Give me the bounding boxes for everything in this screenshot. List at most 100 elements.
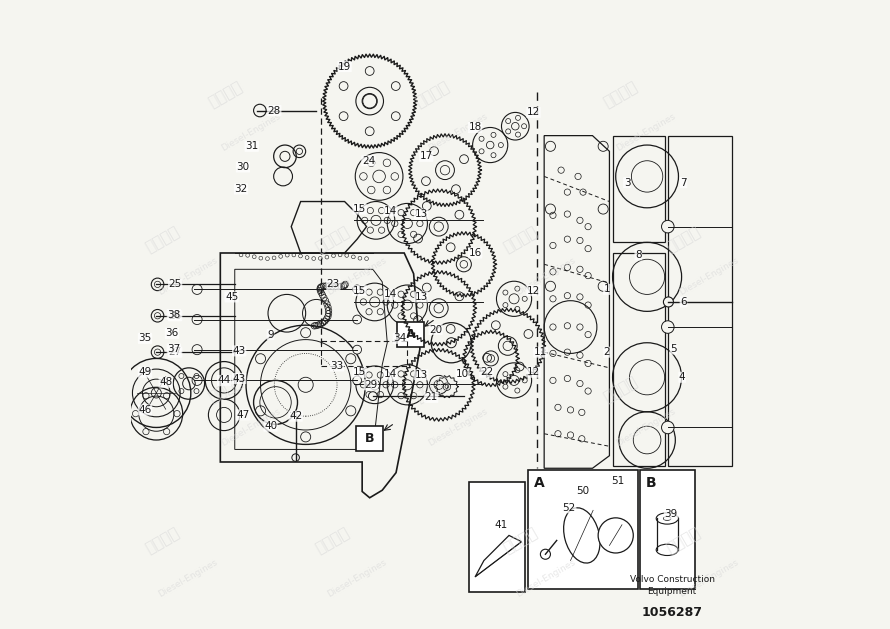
Text: 紫发动力: 紫发动力 [143, 525, 182, 556]
Bar [397, 322, 425, 347]
Ellipse shape [656, 513, 678, 524]
Text: Diesel-Engines: Diesel-Engines [326, 557, 388, 599]
Text: 23: 23 [327, 279, 340, 289]
Text: Diesel-Engines: Diesel-Engines [219, 407, 282, 448]
Text: 17: 17 [419, 152, 433, 162]
Bar [469, 482, 525, 592]
Text: 29: 29 [364, 380, 377, 390]
Text: Volvo Construction
Equipment: Volvo Construction Equipment [630, 575, 715, 596]
Text: 7: 7 [680, 178, 687, 187]
Circle shape [352, 376, 361, 385]
Text: Diesel-Engines: Diesel-Engines [677, 557, 740, 599]
Circle shape [192, 314, 202, 325]
Text: 14: 14 [384, 206, 397, 216]
Text: 2: 2 [603, 347, 611, 357]
Text: 15: 15 [353, 286, 367, 296]
Text: 11: 11 [534, 347, 547, 357]
Text: 15: 15 [353, 367, 367, 377]
Text: 28: 28 [268, 106, 281, 116]
Bar [528, 469, 637, 589]
Text: 1056287: 1056287 [642, 606, 703, 620]
Text: 43: 43 [232, 374, 246, 384]
Text: 26: 26 [168, 311, 182, 321]
Text: 24: 24 [362, 156, 375, 165]
Circle shape [598, 518, 634, 553]
Text: 13: 13 [415, 370, 428, 380]
Text: Diesel-Engines: Diesel-Engines [326, 256, 388, 298]
Text: 紫发动力: 紫发动力 [501, 223, 540, 255]
Text: Diesel-Engines: Diesel-Engines [219, 112, 282, 153]
Text: 42: 42 [289, 411, 303, 421]
Text: 5: 5 [670, 344, 676, 354]
Text: 紫发动力: 紫发动力 [206, 374, 245, 406]
Bar [613, 136, 665, 242]
Text: Diesel-Engines: Diesel-Engines [677, 256, 740, 298]
Text: A: A [534, 476, 545, 490]
Text: 3: 3 [624, 178, 630, 187]
Text: 49: 49 [138, 367, 151, 377]
Text: 52: 52 [562, 503, 576, 513]
Text: 44: 44 [217, 376, 231, 386]
Circle shape [661, 421, 674, 434]
Text: 39: 39 [664, 509, 677, 519]
Text: 47: 47 [236, 410, 249, 420]
Text: 紫发动力: 紫发动力 [601, 374, 640, 406]
Circle shape [663, 297, 674, 307]
Text: 紫发动力: 紫发动力 [206, 79, 245, 111]
Text: 35: 35 [138, 333, 151, 343]
Text: 紫发动力: 紫发动力 [413, 79, 452, 111]
Text: 8: 8 [635, 250, 642, 260]
Ellipse shape [656, 544, 678, 555]
Text: 紫发动力: 紫发动力 [413, 374, 452, 406]
Text: 6: 6 [680, 297, 687, 307]
Text: Diesel-Engines: Diesel-Engines [426, 407, 489, 448]
Circle shape [192, 284, 202, 294]
Text: 13: 13 [415, 209, 428, 219]
Text: 4: 4 [679, 372, 685, 382]
Text: 46: 46 [138, 405, 151, 415]
Text: 紫发动力: 紫发动力 [143, 223, 182, 255]
Text: 紫发动力: 紫发动力 [601, 79, 640, 111]
Circle shape [151, 346, 164, 359]
Text: A: A [406, 328, 416, 341]
Circle shape [254, 104, 266, 117]
Text: 紫发动力: 紫发动力 [312, 223, 352, 255]
Text: 38: 38 [167, 309, 181, 320]
Text: 41: 41 [495, 520, 508, 530]
Text: Diesel-Engines: Diesel-Engines [426, 112, 489, 153]
Text: 32: 32 [234, 184, 247, 194]
Circle shape [352, 285, 361, 294]
Text: Diesel-Engines: Diesel-Engines [615, 407, 677, 448]
Text: 1: 1 [603, 284, 611, 294]
Text: Diesel-Engines: Diesel-Engines [514, 557, 577, 599]
Text: Diesel-Engines: Diesel-Engines [615, 112, 677, 153]
Text: 50: 50 [577, 486, 590, 496]
Text: 13: 13 [415, 292, 428, 302]
Text: 18: 18 [468, 123, 481, 133]
Text: 紫发动力: 紫发动力 [664, 525, 703, 556]
Text: 14: 14 [384, 289, 397, 299]
Text: 51: 51 [611, 476, 624, 486]
Text: 紫发动力: 紫发动力 [664, 223, 703, 255]
Circle shape [368, 392, 377, 401]
Text: Diesel-Engines: Diesel-Engines [514, 256, 577, 298]
Text: 27: 27 [168, 347, 182, 357]
Circle shape [540, 549, 550, 559]
Text: 12: 12 [527, 286, 540, 296]
Text: 43: 43 [232, 346, 246, 356]
Circle shape [352, 345, 361, 354]
Text: 45: 45 [225, 292, 239, 302]
Text: 37: 37 [167, 344, 181, 354]
Text: 紫发动力: 紫发动力 [312, 525, 352, 556]
Text: 34: 34 [393, 333, 407, 343]
Circle shape [151, 278, 164, 291]
Bar [356, 426, 384, 452]
Text: 22: 22 [480, 367, 493, 377]
Text: B: B [646, 476, 657, 490]
Text: Diesel-Engines: Diesel-Engines [157, 557, 219, 599]
Text: 21: 21 [425, 392, 438, 403]
Text: 15: 15 [353, 204, 367, 214]
Text: 9: 9 [267, 330, 274, 340]
Text: 16: 16 [468, 248, 481, 258]
Text: 36: 36 [166, 328, 179, 338]
